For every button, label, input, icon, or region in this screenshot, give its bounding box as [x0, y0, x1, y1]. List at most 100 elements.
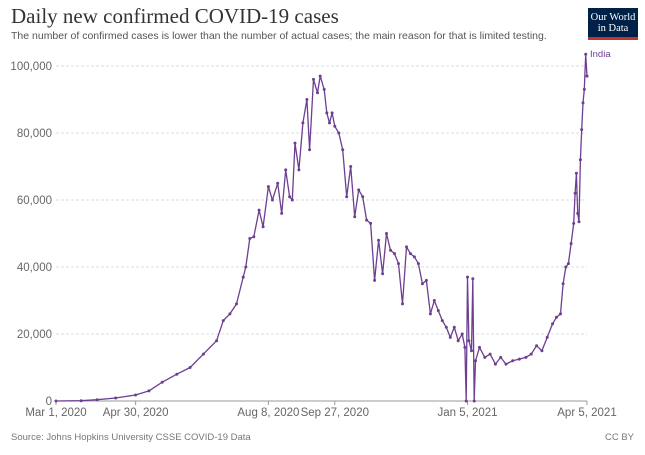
data-point	[333, 124, 337, 128]
data-point	[576, 211, 580, 215]
data-point	[580, 128, 584, 132]
data-point	[412, 255, 416, 259]
owid-logo[interactable]: Our World in Data	[588, 8, 638, 40]
data-point	[293, 141, 297, 145]
x-tick-label: Sep 27, 2020	[301, 407, 369, 419]
data-point	[460, 332, 464, 336]
y-tick-label: 80,000	[17, 128, 52, 140]
data-point	[436, 309, 440, 313]
data-point	[188, 366, 192, 369]
y-tick-label: 20,000	[17, 329, 52, 341]
data-point	[385, 232, 388, 235]
data-point	[316, 91, 319, 95]
data-point	[147, 389, 151, 393]
data-point	[511, 359, 515, 363]
data-point	[440, 319, 444, 323]
data-point	[504, 362, 508, 366]
data-point	[270, 198, 274, 202]
chart-subtitle: The number of confirmed cases is lower t…	[11, 30, 547, 42]
x-tick-label: Apr 30, 2020	[103, 407, 169, 419]
data-point	[572, 221, 576, 225]
data-point	[416, 262, 420, 266]
data-point	[248, 237, 252, 240]
data-point	[464, 399, 468, 403]
data-point	[215, 339, 219, 343]
data-point	[456, 339, 460, 343]
data-point	[369, 221, 373, 225]
data-point	[377, 238, 381, 242]
data-point	[365, 218, 369, 222]
data-point	[280, 211, 284, 215]
data-point	[221, 319, 225, 323]
x-tick-label: Jan 5, 2021	[437, 407, 497, 419]
y-tick-label: 40,000	[17, 262, 52, 274]
x-tick-label: Aug 8, 2020	[237, 407, 299, 419]
data-point	[581, 101, 585, 105]
data-point	[478, 345, 481, 349]
data-point	[474, 359, 477, 363]
data-point	[357, 188, 361, 192]
data-point	[408, 252, 412, 256]
data-point	[472, 399, 476, 403]
data-point	[201, 352, 205, 356]
data-point	[266, 185, 270, 189]
data-point	[54, 399, 58, 403]
data-point	[535, 344, 539, 348]
data-point	[448, 335, 452, 339]
data-point	[288, 195, 292, 199]
data-point	[241, 275, 245, 279]
data-point	[561, 282, 565, 286]
data-point	[582, 87, 586, 91]
data-point	[393, 252, 396, 256]
data-point	[244, 265, 248, 269]
data-point	[361, 195, 365, 199]
data-point	[312, 77, 315, 81]
data-point	[235, 302, 238, 306]
series-line-india	[55, 53, 588, 402]
data-point	[420, 282, 424, 286]
data-point	[569, 242, 573, 246]
data-point	[452, 325, 456, 329]
data-point	[175, 372, 179, 376]
data-point	[228, 312, 232, 316]
data-point	[134, 393, 138, 397]
data-point	[337, 131, 341, 135]
data-point	[466, 275, 469, 279]
data-point	[432, 299, 436, 302]
data-point	[471, 277, 475, 281]
source-note[interactable]: Source: Johns Hopkins University CSSE CO…	[11, 432, 251, 443]
data-point	[551, 322, 554, 326]
data-point	[397, 262, 400, 266]
data-point	[261, 225, 265, 229]
data-point	[444, 325, 448, 329]
data-point	[566, 262, 570, 266]
data-point	[470, 349, 473, 353]
license-label[interactable]: CC BY	[604, 432, 634, 443]
data-point	[252, 235, 256, 239]
data-point	[305, 98, 309, 101]
logo-line-2: in Data	[597, 23, 629, 34]
data-point	[114, 396, 118, 400]
data-point	[290, 198, 294, 202]
data-point	[524, 355, 528, 359]
data-point	[257, 208, 261, 212]
data-point	[559, 312, 562, 316]
data-point	[325, 111, 329, 115]
data-point	[499, 355, 503, 359]
data-point	[276, 181, 280, 185]
y-tick-label: 100,000	[10, 61, 52, 73]
y-tick-label: 0	[46, 396, 52, 408]
data-point	[573, 191, 577, 195]
x-tick-label: Apr 5, 2021	[557, 407, 616, 419]
data-point	[529, 352, 533, 356]
data-point	[463, 345, 467, 349]
data-point	[308, 148, 312, 152]
data-point	[585, 74, 589, 78]
data-point	[493, 362, 497, 366]
data-point	[330, 111, 334, 115]
x-tick-label: Mar 1, 2020	[25, 407, 86, 419]
data-point	[584, 52, 588, 56]
data-point	[483, 355, 487, 359]
data-point	[540, 349, 544, 353]
